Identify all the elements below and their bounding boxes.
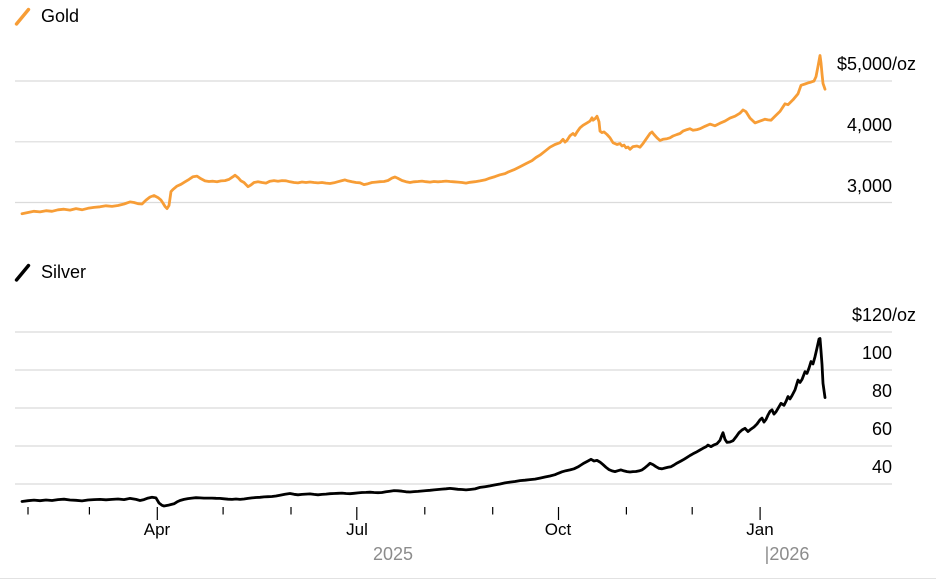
silver-y-axis-label: 60 [871, 419, 892, 439]
gold-price-line [20, 54, 827, 216]
x-axis-label-jul: Jul [346, 520, 368, 539]
year-label-2025: 2025 [372, 544, 414, 564]
silver-y-axis-label: 40 [871, 457, 892, 477]
silver-y-axis-label: $120/oz [851, 305, 917, 325]
silver-price-line [20, 337, 827, 508]
gold-y-axis-label: $5,000/oz [836, 54, 917, 74]
silver-line-icon [14, 263, 31, 282]
gold-y-axis-label: 3,000 [846, 176, 892, 196]
gold-y-axis-label: 4,000 [846, 115, 892, 135]
silver-legend: Silver [14, 262, 86, 283]
gold-legend: Gold [14, 6, 79, 27]
x-axis-label-oct: Oct [544, 520, 572, 539]
silver-y-axis-label: 100 [861, 343, 892, 363]
gold-legend-label: Gold [41, 6, 80, 26]
silver-legend-label: Silver [41, 262, 87, 282]
silver-y-axis-label: 80 [871, 381, 892, 401]
gold-line-icon [14, 7, 31, 26]
bottom-divider [0, 578, 936, 579]
x-axis-label-apr: Apr [143, 520, 171, 539]
year-label-2026: |2026 [764, 544, 810, 564]
x-axis-label-jan: Jan [746, 520, 774, 539]
